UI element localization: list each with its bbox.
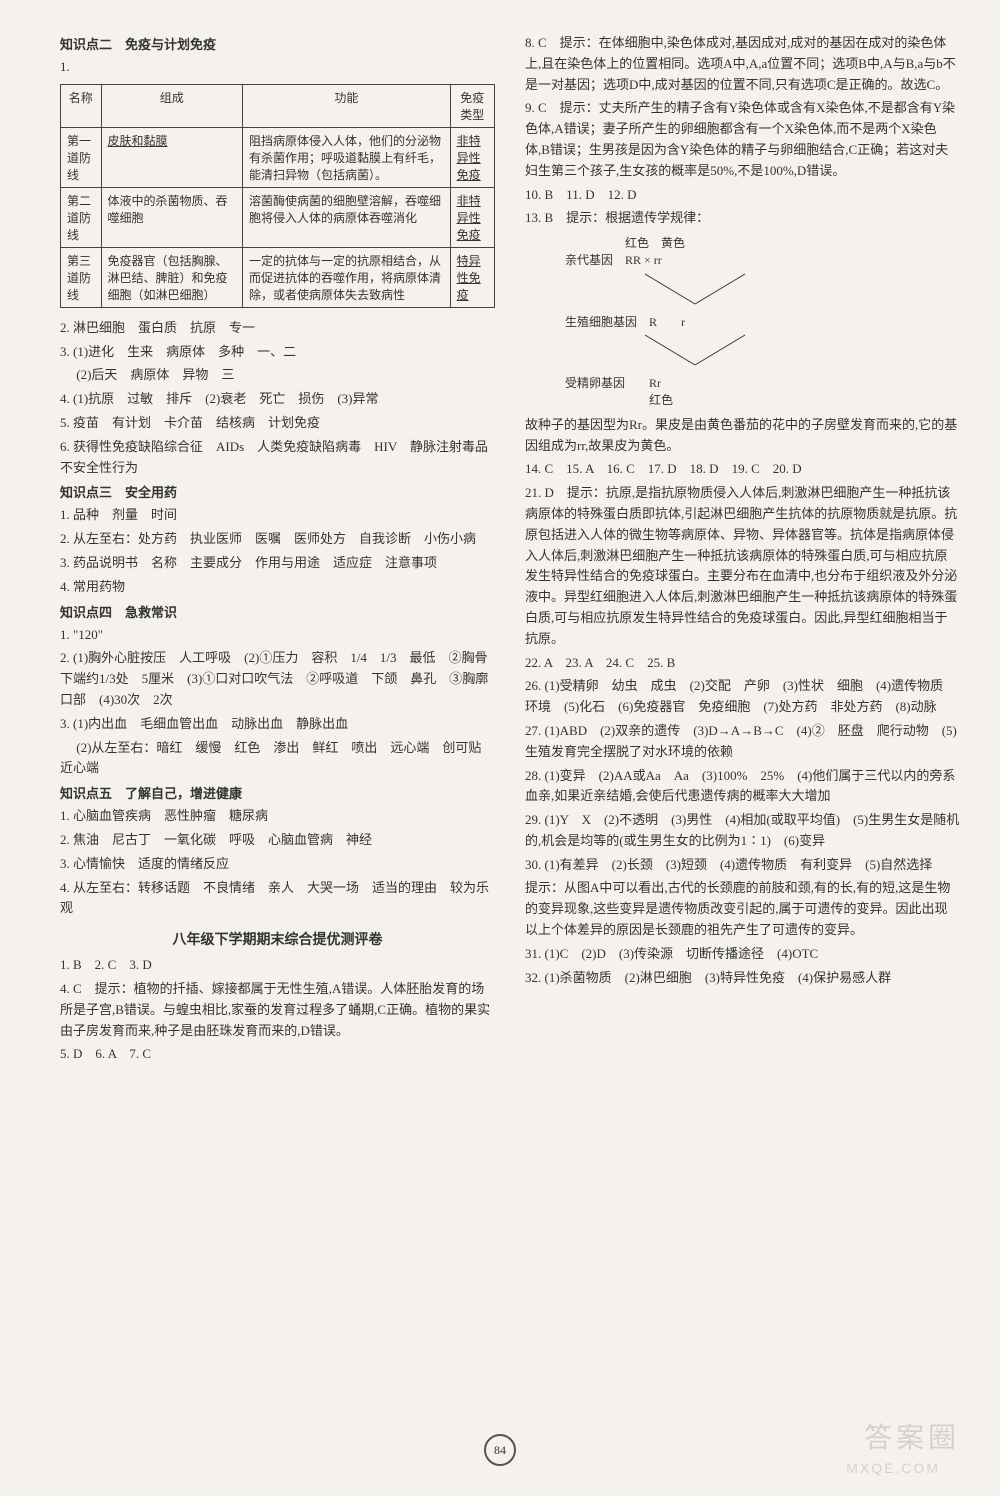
- a1: 1. B 2. C 3. D: [60, 955, 495, 976]
- page-container: 知识点二 免疫与计划免疫 1. 名称 组成 功能 免疫类型 第一道防线 皮肤和黏…: [0, 0, 1000, 1088]
- r10: 10. B 11. D 12. D: [525, 185, 960, 206]
- diag-l4: 受精卵基因 Rr: [565, 375, 960, 392]
- r1c3: 阻挡病原体侵入人体，他们的分泌物有杀菌作用；呼吸道黏膜上有纤毛，能清扫异物（包括…: [243, 127, 451, 187]
- merge-lines-icon: [635, 330, 755, 370]
- h4: 4. 从左至右：转移话题 不良情绪 亲人 大哭一场 适当的理由 较为乐观: [60, 878, 495, 920]
- a5: 5. D 6. A 7. C: [60, 1044, 495, 1065]
- e2: 2. (1)胸外心脏按压 人工呼吸 (2)①压力 容积 1/4 1/3 最低 ②…: [60, 648, 495, 710]
- r3c3: 一定的抗体与一定的抗原相结合，从而促进抗体的吞噬作用，将病原体清除，或者使病原体…: [243, 247, 451, 307]
- page-number-badge: 84: [484, 1434, 516, 1466]
- r9: 9. C 提示：丈夫所产生的精子含有Y染色体或含有X染色体,不是都含有Y染色体,…: [525, 98, 960, 181]
- r2c2: 体液中的杀菌物质、吞噬细胞: [101, 187, 243, 247]
- kp5-heading: 知识点五 了解自己，增进健康: [60, 783, 495, 802]
- r22: 22. A 23. A 24. C 25. B: [525, 653, 960, 674]
- r1c2: 皮肤和黏膜: [101, 127, 243, 187]
- watermark-text: 答案圈: [864, 1416, 960, 1456]
- r26: 26. (1)受精卵 幼虫 成虫 (2)交配 产卵 (3)性状 细胞 (4)遗传…: [525, 676, 960, 718]
- item-1: 1.: [60, 57, 495, 78]
- th-func: 功能: [243, 84, 451, 127]
- r28: 28. (1)变异 (2)AA或Aa Aa (3)100% 25% (4)他们属…: [525, 766, 960, 808]
- r2c1: 第二道防线: [61, 187, 102, 247]
- r30b: 提示：从图A中可以看出,古代的长颈鹿的前肢和颈,有的长,有的短,这是生物的变异现…: [525, 878, 960, 940]
- th-comp: 组成: [101, 84, 243, 127]
- r2c3: 溶菌酶使病菌的细胞壁溶解，吞噬细胞将侵入人体的病原体吞噬消化: [243, 187, 451, 247]
- r21: 21. D 提示：抗原,是指抗原物质侵入人体后,刺激淋巴细胞产生一种抵抗该病原体…: [525, 483, 960, 649]
- l2: 2. 淋巴细胞 蛋白质 抗原 专一: [60, 318, 495, 339]
- r2c4: 非特异性免疫: [450, 187, 494, 247]
- s1: 1. 品种 剂量 时间: [60, 505, 495, 526]
- diag-l1: 红色 黄色: [565, 235, 960, 252]
- r8: 8. C 提示：在体细胞中,染色体成对,基因成对,成对的基因在成对的染色体上,且…: [525, 33, 960, 95]
- left-column: 知识点二 免疫与计划免疫 1. 名称 组成 功能 免疫类型 第一道防线 皮肤和黏…: [60, 30, 495, 1068]
- s3: 3. 药品说明书 名称 主要成分 作用与用途 适应症 注意事项: [60, 553, 495, 574]
- r3c2: 免疫器官（包括胸腺、淋巴结、脾脏）和免疫细胞（如淋巴细胞）: [101, 247, 243, 307]
- diag-l2: 亲代基因 RR × rr: [565, 252, 960, 269]
- h1: 1. 心脑血管疾病 恶性肿瘤 糖尿病: [60, 806, 495, 827]
- r3c4: 特异性免疫: [450, 247, 494, 307]
- s2: 2. 从左至右：处方药 执业医师 医嘱 医师处方 自我诊断 小伤小病: [60, 529, 495, 550]
- e3b: (2)从左至右：暗红 缓慢 红色 渗出 鲜红 喷出 远心端 创可贴 近心端: [60, 738, 495, 780]
- genetics-diagram: 红色 黄色 亲代基因 RR × rr 生殖细胞基因 R r 受精卵基因 Rr 红…: [565, 235, 960, 409]
- diag-l5: 红色: [565, 392, 960, 409]
- watermark-url: MXQE.COM: [846, 1460, 940, 1476]
- r32: 32. (1)杀菌物质 (2)淋巴细胞 (3)特异性免疫 (4)保护易感人群: [525, 968, 960, 989]
- r1c4: 非特异性免疫: [450, 127, 494, 187]
- r27: 27. (1)ABD (2)双亲的遗传 (3)D→A→B→C (4)② 胚盘 爬…: [525, 721, 960, 763]
- exam-title: 八年级下学期期末综合提优测评卷: [60, 929, 495, 949]
- diag-l3: 生殖细胞基因 R r: [565, 314, 960, 331]
- r13b: 故种子的基因型为Rr。果皮是由黄色番茄的花中的子房壁发育而来的,它的基因组成为r…: [525, 415, 960, 457]
- kp2-heading: 知识点二 免疫与计划免疫: [60, 34, 495, 53]
- right-column: 8. C 提示：在体细胞中,染色体成对,基因成对,成对的基因在成对的染色体上,且…: [525, 30, 960, 1068]
- r1c1: 第一道防线: [61, 127, 102, 187]
- l3b: (2)后天 病原体 异物 三: [60, 365, 495, 386]
- e1: 1. "120": [60, 625, 495, 646]
- r13: 13. B 提示：根据遗传学规律：: [525, 208, 960, 229]
- r30: 30. (1)有差异 (2)长颈 (3)短颈 (4)遗传物质 有利变异 (5)自…: [525, 855, 960, 876]
- r3c1: 第三道防线: [61, 247, 102, 307]
- th-type: 免疫类型: [450, 84, 494, 127]
- l3a: 3. (1)进化 生来 病原体 多种 一、二: [60, 342, 495, 363]
- l5: 5. 疫苗 有计划 卡介苗 结核病 计划免疫: [60, 413, 495, 434]
- l4: 4. (1)抗原 过敏 排斥 (2)衰老 死亡 损伤 (3)异常: [60, 389, 495, 410]
- cross-lines-icon: [635, 269, 755, 309]
- e3a: 3. (1)内出血 毛细血管出血 动脉出血 静脉出血: [60, 714, 495, 735]
- a4: 4. C 提示：植物的扦插、嫁接都属于无性生殖,A错误。人体胚胎发育的场所是子宫…: [60, 979, 495, 1041]
- l6: 6. 获得性免疫缺陷综合征 AIDs 人类免疫缺陷病毒 HIV 静脉注射毒品 不…: [60, 437, 495, 479]
- s4: 4. 常用药物: [60, 577, 495, 598]
- r31: 31. (1)C (2)D (3)传染源 切断传播途径 (4)OTC: [525, 944, 960, 965]
- th-name: 名称: [61, 84, 102, 127]
- defense-table: 名称 组成 功能 免疫类型 第一道防线 皮肤和黏膜 阻挡病原体侵入人体，他们的分…: [60, 84, 495, 308]
- h2: 2. 焦油 尼古丁 一氧化碳 呼吸 心脑血管病 神经: [60, 830, 495, 851]
- r14: 14. C 15. A 16. C 17. D 18. D 19. C 20. …: [525, 459, 960, 480]
- h3: 3. 心情愉快 适度的情绪反应: [60, 854, 495, 875]
- kp4-heading: 知识点四 急救常识: [60, 602, 495, 621]
- r29: 29. (1)Y X (2)不透明 (3)男性 (4)相加(或取平均值) (5)…: [525, 810, 960, 852]
- kp3-heading: 知识点三 安全用药: [60, 482, 495, 501]
